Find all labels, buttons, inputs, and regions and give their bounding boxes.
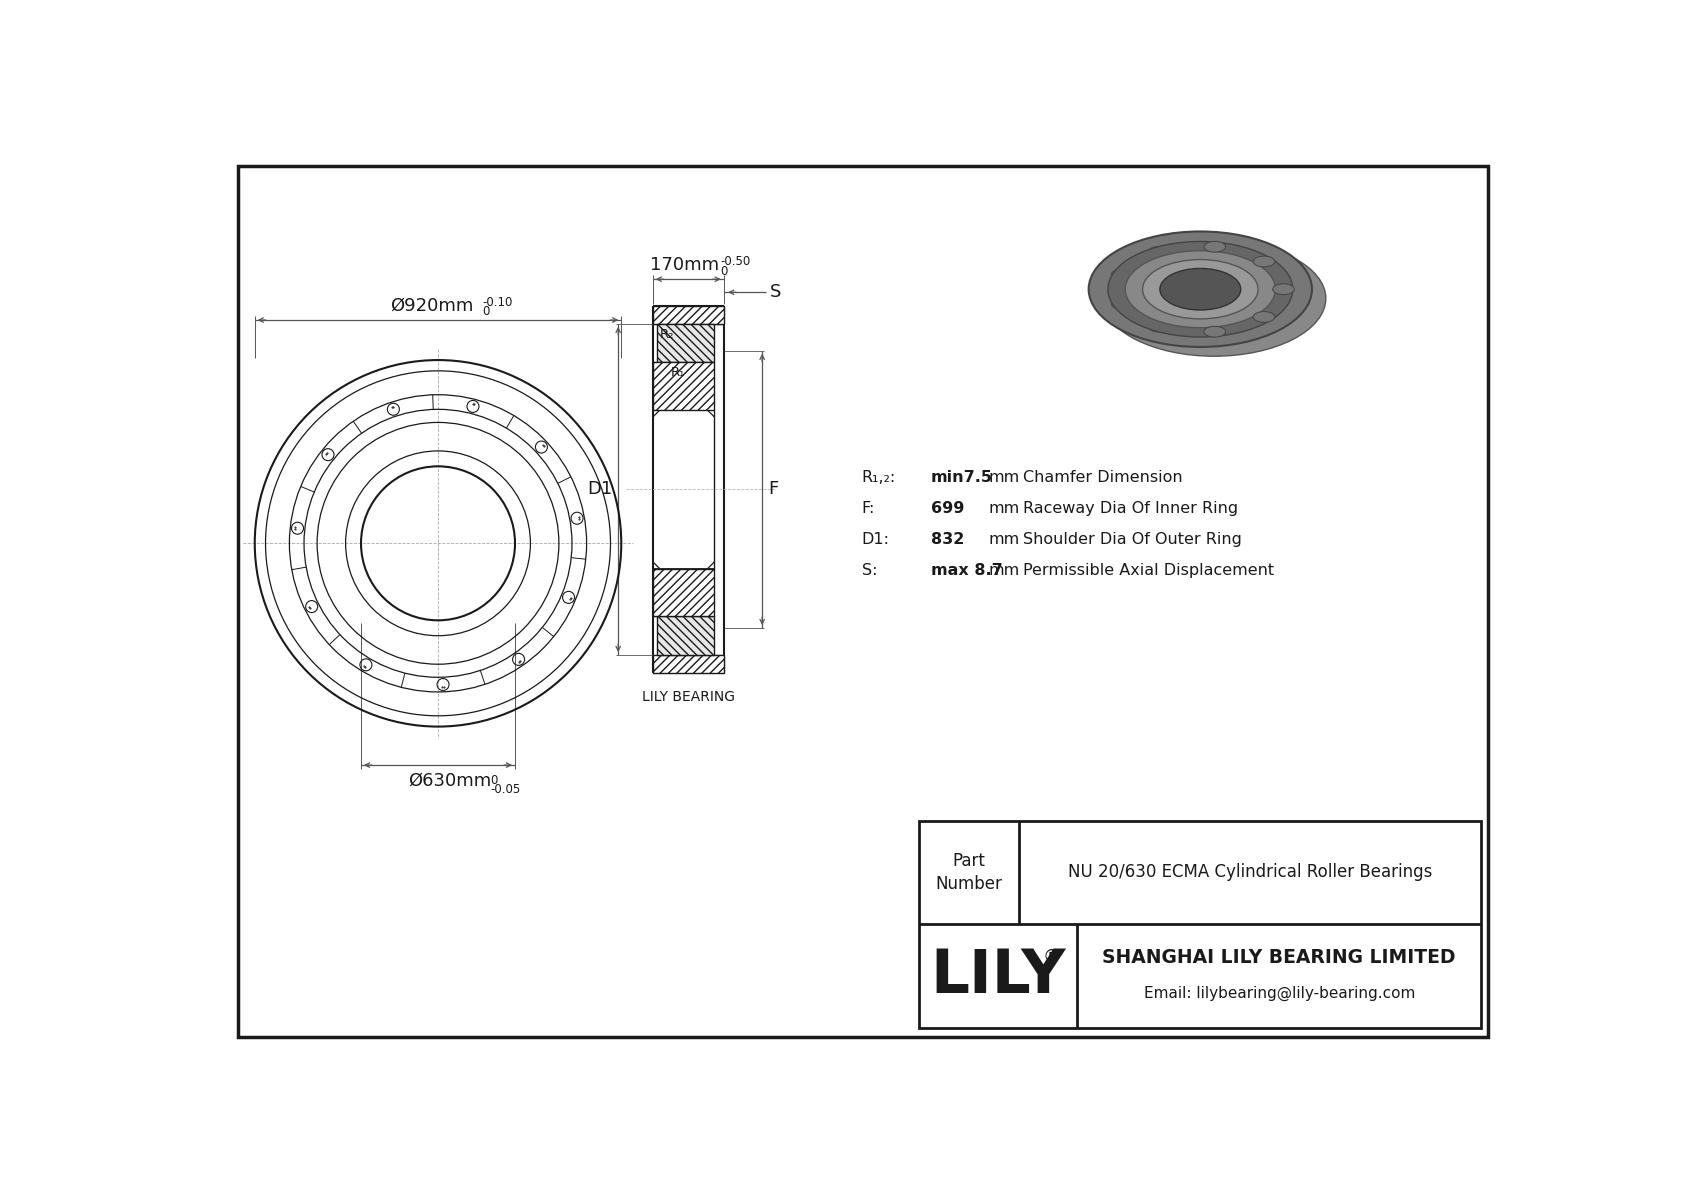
Ellipse shape xyxy=(1148,247,1169,257)
Text: F:: F: xyxy=(862,501,876,516)
Text: mm: mm xyxy=(989,470,1021,485)
Ellipse shape xyxy=(1253,256,1275,267)
Text: 170mm: 170mm xyxy=(650,256,719,274)
Bar xyxy=(657,617,714,655)
Text: R₁,₂:: R₁,₂: xyxy=(862,470,896,485)
Ellipse shape xyxy=(1273,283,1295,294)
Text: D1: D1 xyxy=(586,480,611,498)
Ellipse shape xyxy=(1204,326,1226,337)
Ellipse shape xyxy=(1111,269,1133,280)
Text: Permissible Axial Displacement: Permissible Axial Displacement xyxy=(1024,562,1275,578)
Ellipse shape xyxy=(1111,299,1133,310)
Text: NU 20/630 ECMA Cylindrical Roller Bearings: NU 20/630 ECMA Cylindrical Roller Bearin… xyxy=(1068,863,1433,881)
Text: -0.50: -0.50 xyxy=(721,255,751,268)
Bar xyxy=(919,821,1482,1028)
Text: D1:: D1: xyxy=(862,531,889,547)
Text: max 8.7: max 8.7 xyxy=(931,562,1002,578)
Text: F: F xyxy=(768,480,778,498)
Text: 0: 0 xyxy=(721,264,727,278)
Text: min7.5: min7.5 xyxy=(931,470,994,485)
Bar xyxy=(653,362,714,410)
Ellipse shape xyxy=(1253,312,1275,323)
Ellipse shape xyxy=(1125,251,1275,328)
Text: Email: lilybearing@lily-bearing.com: Email: lilybearing@lily-bearing.com xyxy=(1143,985,1415,1000)
Text: S:: S: xyxy=(862,562,877,578)
Bar xyxy=(657,324,714,362)
Text: mm: mm xyxy=(989,562,1021,578)
Text: S: S xyxy=(770,283,781,301)
Ellipse shape xyxy=(1108,242,1293,337)
Text: mm: mm xyxy=(989,531,1021,547)
Ellipse shape xyxy=(1204,242,1226,252)
Ellipse shape xyxy=(1088,231,1312,347)
Text: LILY BEARING: LILY BEARING xyxy=(642,690,734,704)
Text: Ø920mm: Ø920mm xyxy=(391,297,473,314)
Text: SHANGHAI LILY BEARING LIMITED: SHANGHAI LILY BEARING LIMITED xyxy=(1103,948,1457,967)
Text: -0.10: -0.10 xyxy=(482,297,512,310)
Bar xyxy=(657,324,714,362)
Text: R₂: R₂ xyxy=(660,329,674,342)
Text: ®: ® xyxy=(1042,948,1061,966)
Ellipse shape xyxy=(1160,268,1241,310)
Bar xyxy=(653,362,714,410)
Ellipse shape xyxy=(1103,241,1325,356)
Bar xyxy=(657,617,714,655)
Ellipse shape xyxy=(1148,322,1169,332)
Bar xyxy=(653,306,724,324)
Text: 699: 699 xyxy=(931,501,965,516)
Text: LILY: LILY xyxy=(930,947,1066,1006)
Text: mm: mm xyxy=(989,501,1021,516)
Bar xyxy=(653,569,714,617)
Ellipse shape xyxy=(1142,260,1258,319)
Text: -0.05: -0.05 xyxy=(490,782,520,796)
Text: R₁: R₁ xyxy=(670,366,685,379)
Text: Ø630mm: Ø630mm xyxy=(408,772,492,790)
Text: Raceway Dia Of Inner Ring: Raceway Dia Of Inner Ring xyxy=(1024,501,1238,516)
Text: Part
Number: Part Number xyxy=(936,852,1002,893)
Bar xyxy=(653,655,724,673)
Text: Shoulder Dia Of Outer Ring: Shoulder Dia Of Outer Ring xyxy=(1024,531,1243,547)
Text: 0: 0 xyxy=(490,774,498,787)
Text: Chamfer Dimension: Chamfer Dimension xyxy=(1024,470,1182,485)
Bar xyxy=(653,655,724,673)
Text: 0: 0 xyxy=(482,305,490,318)
Bar xyxy=(653,569,714,617)
Bar xyxy=(653,306,724,324)
Text: 832: 832 xyxy=(931,531,965,547)
